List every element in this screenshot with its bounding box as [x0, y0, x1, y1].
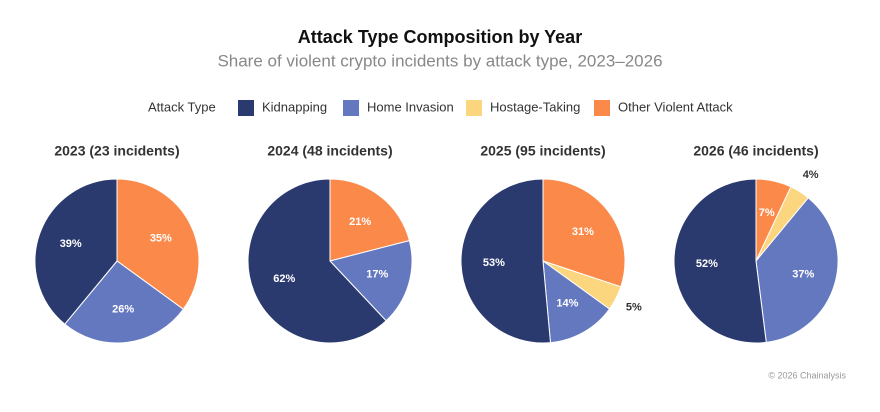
legend-label: Home Invasion [367, 99, 454, 114]
data-label: 14% [556, 298, 578, 310]
pie-slice [542, 178, 626, 288]
chart-title: Attack Type Composition by Year [298, 27, 582, 47]
data-label: 4% [803, 169, 819, 181]
data-label: 31% [572, 226, 594, 238]
source: © 2026 Chainalysis [768, 370, 846, 380]
data-label: 26% [112, 304, 134, 316]
legend-title: Attack Type [148, 99, 216, 114]
data-label: 21% [349, 216, 371, 228]
chart-subtitle: Share of violent crypto incidents by att… [217, 51, 662, 70]
data-label: 53% [483, 257, 505, 269]
data-label: 7% [759, 207, 775, 219]
legend-label: Other Violent Attack [618, 99, 733, 114]
data-label: 39% [60, 238, 82, 250]
pie-title: 2024 (48 incidents) [267, 143, 392, 159]
data-label: 37% [792, 269, 814, 281]
data-label: 62% [273, 273, 295, 285]
pie-slice [64, 260, 185, 344]
data-label: 5% [626, 301, 642, 313]
pie-slice [673, 178, 767, 344]
data-label: 52% [696, 258, 718, 270]
pie-slice [329, 239, 413, 322]
legend-swatch [238, 100, 254, 116]
legend-label: Kidnapping [262, 99, 327, 114]
pie-slice [460, 178, 552, 344]
legend-swatch [343, 100, 359, 116]
pie-slice [542, 259, 611, 344]
pie-slice [329, 178, 411, 262]
pie-title: 2023 (23 incidents) [54, 143, 179, 159]
data-label: 17% [366, 269, 388, 281]
pie-title: 2025 (95 incidents) [480, 143, 605, 159]
pie-slice [247, 178, 387, 344]
legend-swatch [594, 100, 610, 116]
pie-slice [116, 178, 200, 310]
pie-slice [34, 178, 118, 325]
pie-title: 2026 (46 incidents) [693, 143, 818, 159]
legend-swatch [466, 100, 482, 116]
pie-slice [755, 197, 839, 343]
legend-label: Hostage-Taking [490, 99, 580, 114]
data-label: 35% [150, 233, 172, 245]
